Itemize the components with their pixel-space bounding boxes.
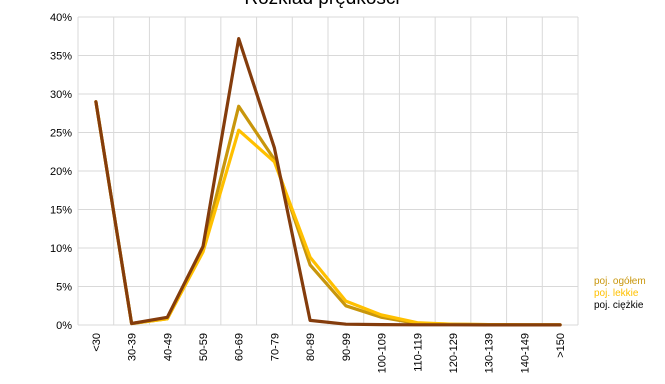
y-tick-label: 5% xyxy=(56,282,72,294)
chart-title: Rozkład prędkości xyxy=(244,0,399,9)
legend-entry: poj. ogółem xyxy=(594,276,646,287)
x-tick-label: 130-139 xyxy=(484,333,496,373)
y-tick-label: 40% xyxy=(50,12,72,24)
legend-entry: poj. ciężkie xyxy=(594,300,644,311)
x-tick-label: 80-89 xyxy=(305,333,317,361)
x-tick-label: >150 xyxy=(555,333,567,358)
y-tick-label: 30% xyxy=(50,89,72,101)
y-tick-label: 10% xyxy=(50,243,72,255)
y-tick-label: 15% xyxy=(50,205,72,217)
y-tick-label: 25% xyxy=(50,128,72,140)
x-tick-label: 40-49 xyxy=(162,333,174,361)
x-tick-label: 90-99 xyxy=(341,333,353,361)
y-axis: 0% 5% 10% 15% 20% 25% 30% 35% 40% xyxy=(50,12,72,332)
x-tick-label: 50-59 xyxy=(198,333,210,361)
x-tick-label: 140-149 xyxy=(519,333,531,373)
y-tick-label: 20% xyxy=(50,166,72,178)
x-tick-label: <30 xyxy=(91,333,103,352)
x-tick-label: 110-119 xyxy=(412,333,424,372)
gridlines xyxy=(77,16,579,326)
series-line xyxy=(94,36,562,327)
legend-entry: poj. lekkie xyxy=(594,288,639,299)
x-tick-label: 70-79 xyxy=(269,333,281,361)
y-tick-label: 0% xyxy=(56,320,72,332)
x-tick-label: 60-69 xyxy=(234,333,246,361)
series-lines xyxy=(94,36,562,327)
y-tick-label: 35% xyxy=(50,51,72,63)
x-tick-label: 100-109 xyxy=(377,333,389,373)
x-axis: <30 30-39 40-49 50-59 60-69 70-79 80-89 90-99 10… xyxy=(91,333,567,373)
x-tick-label: 30-39 xyxy=(127,333,139,361)
x-tick-label: 120-129 xyxy=(448,333,460,373)
